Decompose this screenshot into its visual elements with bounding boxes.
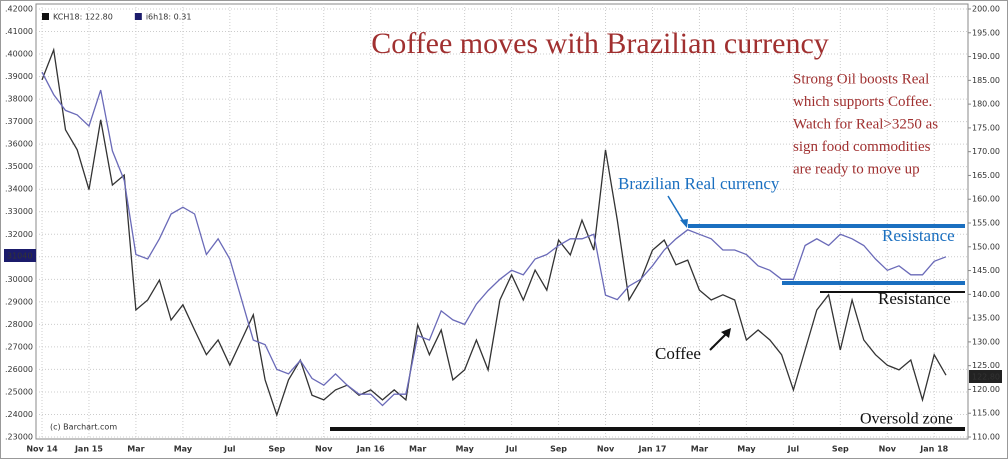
x-tick-label: Sep: [268, 445, 285, 454]
y-tick-label: .34000: [5, 185, 33, 194]
legend-swatch: [134, 13, 142, 20]
y-tick-label: .30000: [5, 275, 33, 284]
annotation-text: are ready to move up: [793, 161, 920, 177]
annotation-label: Brazilian Real currency: [618, 174, 780, 193]
last-value-box: [969, 370, 1002, 383]
x-tick-label: Jan 18: [919, 445, 948, 454]
x-tick-label: Mar: [127, 445, 144, 454]
plot-area: [35, 3, 969, 440]
y2-tick-label: 160.00: [972, 195, 1000, 204]
x-tick-label: May: [737, 445, 756, 454]
annotation-label: Coffee: [655, 344, 701, 363]
y2-tick-label: 185.00: [972, 76, 1000, 85]
annotation-text: Watch for Real>3250 as: [793, 116, 938, 132]
y2-tick-label: 140.00: [972, 290, 1000, 299]
y2-tick-label: 165.00: [972, 171, 1000, 180]
legend-swatch: [42, 13, 49, 20]
y2-tick-label: 130.00: [972, 337, 1000, 346]
y2-tick-label: 125.00: [972, 361, 1000, 370]
last-value-label: 122.80: [972, 373, 1000, 382]
x-tick-label: Sep: [550, 445, 567, 454]
x-tick-label: Nov 14: [26, 445, 58, 454]
annotation-label: Resistance: [878, 289, 951, 308]
y2-tick-label: 195.00: [972, 28, 1000, 37]
x-tick-label: May: [455, 445, 474, 454]
last-value-label: 31040: [7, 252, 32, 261]
y-tick-label: .37000: [5, 117, 33, 126]
y-tick-label: .29000: [5, 297, 33, 306]
x-tick-label: Jan 16: [356, 445, 385, 454]
chart-title: Coffee moves with Brazilian currency: [371, 27, 829, 60]
y-tick-label: .28000: [5, 320, 33, 329]
x-tick-label: Nov: [315, 445, 333, 454]
x-tick-label: Jan 15: [74, 445, 103, 454]
y-tick-label: .40000: [5, 50, 33, 59]
x-tick-label: Sep: [832, 445, 849, 454]
x-tick-label: Jul: [505, 445, 518, 454]
y-tick-label: .35000: [5, 162, 33, 171]
y2-tick-label: 175.00: [972, 123, 1000, 132]
y2-tick-label: 190.00: [972, 52, 1000, 61]
y-tick-label: .42000: [5, 5, 33, 14]
x-tick-label: Nov: [879, 445, 897, 454]
legend-label: i6h18: 0.31: [146, 13, 192, 22]
y2-tick-label: 170.00: [972, 147, 1000, 156]
x-tick-label: Jan 17: [637, 445, 666, 454]
y2-tick-label: 110.00: [972, 433, 1000, 442]
annotation-label: (c) Barchart.com: [50, 423, 117, 432]
y-tick-label: .39000: [5, 72, 33, 81]
annotation-text: sign food commodities: [793, 139, 931, 155]
y-tick-label: .23000: [5, 433, 33, 442]
y2-tick-label: 150.00: [972, 242, 1000, 251]
x-tick-label: Jul: [223, 445, 236, 454]
y-tick-label: .41000: [5, 27, 33, 36]
x-tick-label: May: [174, 445, 193, 454]
annotation-text: Strong Oil boosts Real: [793, 71, 929, 87]
y-tick-label: .26000: [5, 365, 33, 374]
annotation-shapes: [330, 195, 965, 431]
y-tick-label: .24000: [5, 410, 33, 419]
y-tick-label: .27000: [5, 342, 33, 351]
x-tick-label: Mar: [691, 445, 708, 454]
y2-tick-label: 200.00: [972, 5, 1000, 14]
x-tick-label: Nov: [597, 445, 615, 454]
arrow: [709, 332, 728, 351]
x-tick-label: Mar: [409, 445, 426, 454]
annotation-label: Resistance: [882, 226, 955, 245]
y2-tick-label: 145.00: [972, 266, 1000, 275]
last-value-box: [4, 249, 36, 262]
y-tick-label: .38000: [5, 95, 33, 104]
y-tick-label: .33000: [5, 207, 33, 216]
arrow-head: [680, 219, 688, 228]
y-tick-label: .32000: [5, 230, 33, 239]
series-line: [41, 47, 947, 418]
y2-tick-label: 115.00: [972, 409, 1000, 418]
y-tick-label: .36000: [5, 140, 33, 149]
legend-label: KCH18: 122.80: [53, 13, 113, 22]
annotation-label: Oversold zone: [860, 411, 953, 428]
arrow-head: [721, 328, 731, 338]
y2-tick-label: 180.00: [972, 100, 1000, 109]
y2-tick-label: 155.00: [972, 219, 1000, 228]
y-tick-label: .25000: [5, 387, 33, 396]
y2-tick-label: 135.00: [972, 314, 1000, 323]
annotation-text: which supports Coffee.: [793, 94, 932, 110]
series-line: [41, 71, 947, 407]
y2-tick-label: 120.00: [972, 385, 1000, 394]
x-tick-label: Jul: [787, 445, 800, 454]
arrow: [667, 195, 686, 225]
